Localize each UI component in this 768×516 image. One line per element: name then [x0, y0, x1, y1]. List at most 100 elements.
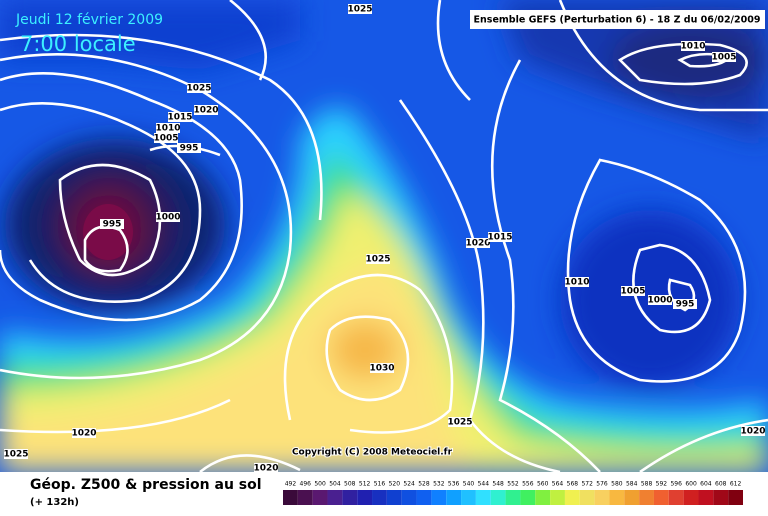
isobar-label: 1020	[740, 427, 765, 437]
footer-title: Géop. Z500 & pression au sol	[30, 477, 262, 493]
isobar-label: 1000	[647, 296, 672, 306]
model-box	[470, 10, 765, 29]
isobar-label: 1030	[369, 364, 394, 374]
scale-swatch	[475, 490, 491, 505]
scale-swatch	[312, 490, 328, 505]
label-bg	[156, 212, 180, 222]
scale-swatch	[653, 490, 669, 505]
label-bg	[187, 83, 211, 93]
scale-swatch	[683, 490, 699, 505]
label-bg	[254, 463, 278, 472]
scale-label: 512	[359, 481, 371, 488]
label-bg	[673, 299, 697, 309]
color-scale: 492 496 500 504 508 512 516 520 524 528 532 536 540 5…	[283, 481, 743, 505]
label-bg	[565, 277, 589, 287]
scale-label: 532	[433, 481, 445, 488]
label-bg	[348, 4, 372, 14]
isobar-label: 1025	[3, 450, 28, 460]
scale-swatch	[535, 490, 551, 505]
scale-label: 504	[329, 481, 341, 488]
isobar-label: 995	[676, 300, 695, 310]
scale-swatch	[357, 490, 373, 505]
isobar-label: 1025	[186, 84, 211, 94]
scale-label: 564	[552, 481, 564, 488]
isobar-label: 1015	[487, 233, 512, 243]
scale-swatch	[505, 490, 521, 505]
scale-swatch	[372, 490, 387, 505]
isobar-labels: 1025101010051025102010151010100599599510…	[3, 4, 766, 474]
scale-label: 568	[567, 481, 579, 488]
model-text: Ensemble GEFS (Perturbation 6) - 18 Z du…	[474, 15, 761, 26]
label-bg	[194, 105, 218, 115]
scale-label: 556	[522, 481, 534, 488]
isobar-label: 1020	[253, 464, 278, 474]
scale-swatch	[520, 490, 536, 505]
label-bg	[177, 143, 201, 153]
scale-label: 560	[537, 481, 549, 488]
scale-swatch	[550, 490, 565, 505]
isobar-label: 1010	[155, 124, 180, 134]
label-bg	[156, 123, 180, 133]
scale-label: 600	[685, 481, 697, 488]
isobars	[0, 0, 768, 472]
scale-label: 572	[581, 481, 593, 488]
scale-swatch	[668, 490, 684, 505]
scale-swatch	[297, 490, 313, 505]
isobar-label: 1020	[71, 429, 96, 439]
copyright: Copyright (C) 2008 Meteociel.fr	[292, 448, 453, 458]
date-text: Jeudi 12 février 2009	[15, 12, 163, 28]
isobar-label: 1025	[347, 5, 372, 15]
isobar-label: 1010	[564, 278, 589, 288]
label-bg	[370, 363, 394, 373]
scale-label: 508	[344, 481, 356, 488]
time-text: 7:00 locale	[20, 32, 136, 56]
scale-label: 520	[389, 481, 401, 488]
label-bg	[466, 238, 490, 248]
scale-swatch	[446, 490, 462, 505]
isobar-label: 1000	[155, 213, 180, 223]
label-bg	[168, 112, 192, 122]
isobar-label: 1010	[680, 42, 705, 52]
scale-label: 528	[418, 481, 430, 488]
scale-swatch	[564, 490, 580, 505]
isobar-label: 1005	[711, 53, 736, 63]
scale-label: 608	[715, 481, 727, 488]
scale-swatch	[401, 490, 417, 505]
scale-swatch	[342, 490, 358, 505]
label-bg	[4, 449, 28, 459]
scale-label: 500	[314, 481, 326, 488]
scale-swatch	[728, 490, 743, 505]
isobar-label: 995	[103, 220, 122, 230]
scale-label: 584	[626, 481, 638, 488]
scale-label: 604	[700, 481, 712, 488]
scale-swatch	[609, 490, 625, 505]
isobar-label: 1005	[620, 287, 645, 297]
scale-swatch	[490, 490, 506, 505]
label-bg	[154, 133, 178, 143]
scale-swatch	[639, 490, 654, 505]
label-bg	[648, 295, 672, 305]
scale-label: 576	[596, 481, 608, 488]
scale-label: 496	[300, 481, 312, 488]
isobar-label: 1020	[465, 239, 490, 249]
scale-label: 592	[656, 481, 668, 488]
scale-swatch	[624, 490, 640, 505]
label-bg	[448, 417, 472, 427]
scale-swatch	[579, 490, 595, 505]
label-bg	[741, 426, 765, 436]
isobar-label: 1025	[447, 418, 472, 428]
isobar-label: 995	[180, 144, 199, 154]
scale-swatch	[698, 490, 714, 505]
scale-label: 548	[492, 481, 504, 488]
scale-swatch	[327, 490, 343, 505]
isobar-label: 1015	[167, 113, 192, 123]
label-bg	[681, 41, 705, 51]
scale-swatch	[283, 490, 298, 505]
label-bg	[621, 286, 645, 296]
scale-swatch	[431, 490, 447, 505]
label-bg	[100, 219, 124, 229]
scale-label: 612	[730, 481, 742, 488]
scale-label: 536	[448, 481, 460, 488]
scale-label: 540	[463, 481, 475, 488]
